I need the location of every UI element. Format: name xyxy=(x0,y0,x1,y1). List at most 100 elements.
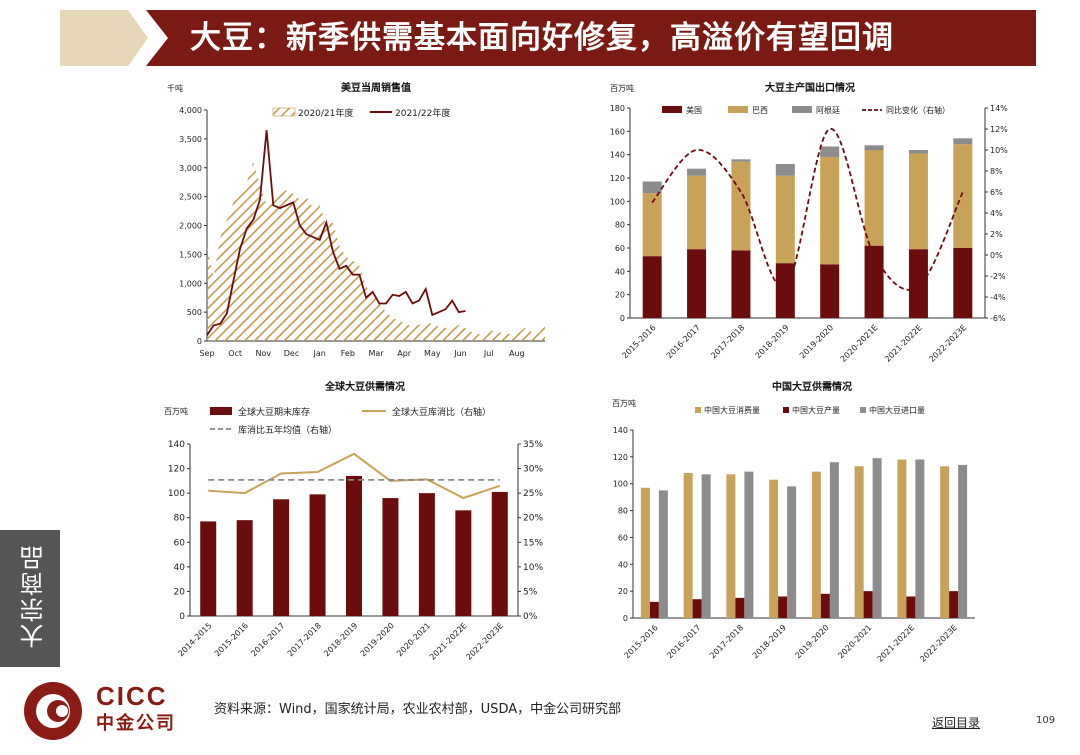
bar-imports xyxy=(958,464,968,618)
x-axis-tick-label: 2022-2023E xyxy=(464,621,505,662)
left-axis-tick-label: 3,000 xyxy=(179,164,202,173)
right-axis-tick-label: 10% xyxy=(523,563,543,573)
chart-title: 大豆主产国出口情况 xyxy=(765,81,855,94)
x-axis-tick-label: Jul xyxy=(483,349,494,358)
bar-brazil xyxy=(820,157,840,265)
legend-label-us: 美国 xyxy=(686,105,702,115)
bar-consumption xyxy=(640,487,650,618)
left-axis-tick-label: 0 xyxy=(197,337,202,346)
bar-argentina xyxy=(864,145,884,150)
x-axis-tick-label: 2018-2019 xyxy=(751,623,788,660)
legend-label-argentina: 阿根廷 xyxy=(816,105,840,115)
x-axis-tick-label: Oct xyxy=(228,349,242,358)
left-axis-tick-label: 500 xyxy=(187,308,202,317)
left-axis-tick-label: 40 xyxy=(174,563,186,573)
bar-ending-stock xyxy=(236,520,253,616)
bar-production xyxy=(906,596,916,618)
bar-argentina xyxy=(687,168,707,176)
bar-argentina xyxy=(820,146,840,157)
left-axis-tick-label: 3,500 xyxy=(179,135,202,144)
chart-title: 全球大豆供需情况 xyxy=(324,380,405,393)
legend-label-five-year-avg: 库消比五年均值（右轴） xyxy=(238,424,337,436)
right-axis-tick-label: -6% xyxy=(990,314,1006,323)
x-axis-tick-label: Dec xyxy=(284,349,299,358)
x-axis-tick-label: Jan xyxy=(312,349,325,358)
legend-label-brazil: 巴西 xyxy=(752,106,768,115)
bar-imports xyxy=(658,490,668,618)
left-axis-tick-label: 0 xyxy=(623,614,628,623)
x-axis-tick-label: 2018-2019 xyxy=(322,621,359,658)
left-axis-tick-label: 20 xyxy=(615,291,625,300)
right-axis-tick-label: 4% xyxy=(990,209,1003,218)
bar-production xyxy=(820,593,830,618)
bar-argentina xyxy=(775,164,795,176)
x-axis-tick-label: 2020-2021 xyxy=(395,621,432,658)
left-axis-tick-label: 100 xyxy=(610,197,625,206)
right-axis-tick-label: 6% xyxy=(990,188,1003,197)
bar-imports xyxy=(915,459,925,618)
bar-us xyxy=(731,250,751,318)
bar-consumption xyxy=(811,471,821,618)
x-axis-tick-label: Sep xyxy=(199,349,214,358)
legend-label-production: 中国大豆产量 xyxy=(792,405,840,415)
x-axis-tick-label: 2021-2022E xyxy=(883,323,924,364)
bar-production xyxy=(778,596,788,618)
bar-production xyxy=(863,591,873,618)
left-axis-tick-label: 20 xyxy=(174,587,186,597)
bar-argentina xyxy=(642,181,662,194)
bar-brazil xyxy=(953,144,973,248)
right-axis-tick-label: 5% xyxy=(523,587,538,597)
x-axis-tick-label: 2015-2016 xyxy=(213,621,250,658)
bar-brazil xyxy=(864,150,884,246)
x-axis-tick-label: 2017-2018 xyxy=(286,621,323,658)
bar-argentina xyxy=(908,150,928,154)
side-tab: 大宗商品 xyxy=(0,530,60,667)
right-axis-tick-label: 0% xyxy=(990,251,1003,260)
back-to-contents-link[interactable]: 返回目录 xyxy=(932,716,981,730)
page-title: 大豆：新季供需基本面向好修复，高溢价有望回调 xyxy=(190,20,894,56)
legend-swatch-argentina xyxy=(792,106,812,113)
title-band xyxy=(146,10,1036,66)
bar-imports xyxy=(744,471,754,618)
y-axis-unit: 千吨 xyxy=(167,83,183,93)
legend-swatch-imports xyxy=(860,407,866,413)
bar-brazil xyxy=(775,175,795,264)
bar-us xyxy=(820,264,840,318)
bar-ending-stock xyxy=(418,493,435,616)
bar-production xyxy=(692,599,702,618)
right-axis-tick-label: 10% xyxy=(990,146,1008,155)
source-note: 资料来源：Wind，国家统计局，农业农村部，USDA，中金公司研究部 xyxy=(214,702,622,717)
legend-swatch-production xyxy=(783,407,789,413)
bar-brazil xyxy=(687,175,707,250)
y-axis-unit: 百万吨 xyxy=(610,83,634,93)
legend-label-ending-stock: 全球大豆期末库存 xyxy=(238,406,310,418)
y-axis-unit: 百万吨 xyxy=(612,398,636,408)
logo-text-en: CICC xyxy=(96,681,168,711)
left-axis-tick-label: 160 xyxy=(610,127,625,136)
bar-consumption xyxy=(940,466,950,618)
left-axis-tick-label: 4,000 xyxy=(179,106,202,115)
left-axis-tick-label: 60 xyxy=(615,244,625,253)
legend-swatch-us xyxy=(662,106,682,113)
bar-production xyxy=(649,601,659,618)
legend-swatch-2020-21 xyxy=(272,107,296,117)
left-axis-tick-label: 100 xyxy=(613,480,628,489)
x-axis-tick-label: 2020-2021 xyxy=(836,623,873,660)
x-axis-tick-label: May xyxy=(424,349,441,358)
left-axis-tick-label: 40 xyxy=(618,560,628,569)
chart-title: 中国大豆供需情况 xyxy=(772,380,852,393)
bar-ending-stock xyxy=(382,498,399,616)
left-axis-tick-label: 1,000 xyxy=(179,279,202,288)
right-axis-tick-label: 2% xyxy=(990,230,1003,239)
bar-imports xyxy=(701,474,711,618)
right-axis-tick-label: -4% xyxy=(990,293,1006,302)
title-bar xyxy=(60,10,1036,66)
page-number: 109 xyxy=(1036,715,1056,726)
legend-label-2021-22: 2021/22年度 xyxy=(395,107,450,119)
x-axis-tick-label: 2020-2021E xyxy=(839,323,880,364)
chart-title: 美豆当周销售值 xyxy=(341,81,411,94)
right-axis-tick-label: -2% xyxy=(990,272,1006,281)
left-axis-tick-label: 140 xyxy=(610,151,625,160)
x-axis-tick-label: 2019-2020 xyxy=(794,623,831,660)
right-axis-tick-label: 35% xyxy=(523,440,543,450)
